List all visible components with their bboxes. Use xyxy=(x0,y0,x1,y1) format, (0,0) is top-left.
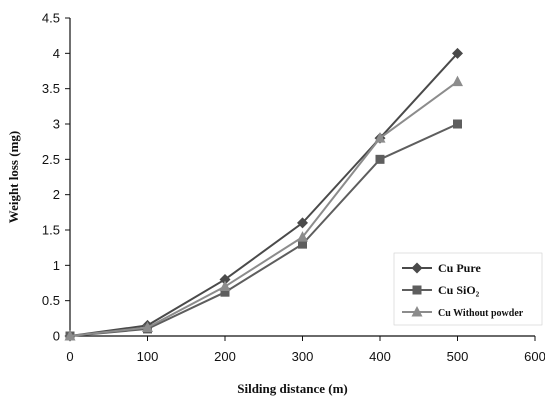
data-point xyxy=(374,132,386,143)
data-point xyxy=(64,330,76,341)
x-tick-label: 600 xyxy=(524,349,545,364)
y-tick-label: 1.5 xyxy=(42,223,60,238)
series-2 xyxy=(64,75,463,341)
data-point xyxy=(219,280,231,292)
data-point xyxy=(297,231,308,242)
data-point xyxy=(452,47,463,59)
x-tick-label: 200 xyxy=(214,349,236,364)
legend-label: Cu Without powder xyxy=(438,308,524,319)
data-point xyxy=(220,287,230,297)
x-axis-title: Silding distance (m) xyxy=(237,381,348,396)
legend-marker xyxy=(411,262,423,274)
x-tick-label: 0 xyxy=(66,349,73,364)
y-tick-label: 4 xyxy=(53,46,60,61)
data-point xyxy=(452,75,463,87)
legend: Cu Pure Cu SiO₂ Cu Without powder xyxy=(393,252,543,326)
x-axis-ticks: 0 100 200 300 400 500 600 xyxy=(66,336,545,364)
legend-marker xyxy=(412,285,422,295)
series-line xyxy=(69,123,458,337)
y-tick-label: 1 xyxy=(53,258,60,273)
series-line xyxy=(69,52,459,337)
legend-item: Cu SiO₂ xyxy=(402,283,480,297)
y-axis-ticks: 0 0.5 1 1.5 2 2.5 3 3.5 4 4.5 xyxy=(42,11,70,344)
legend-item: Cu Pure xyxy=(402,261,481,275)
data-point xyxy=(219,273,231,285)
legend-label: Cu SiO₂ xyxy=(438,283,480,297)
y-tick-label: 3.5 xyxy=(42,81,60,96)
legend-label: Cu Pure xyxy=(438,261,481,275)
y-tick-label: 0.5 xyxy=(42,293,60,308)
legend-item: Cu Without powder xyxy=(402,306,524,319)
y-tick-label: 0 xyxy=(53,329,60,344)
x-tick-label: 500 xyxy=(447,349,469,364)
data-point xyxy=(375,154,385,164)
data-point xyxy=(297,217,308,229)
x-tick-label: 400 xyxy=(369,349,391,364)
series-layer xyxy=(64,47,463,342)
x-tick-label: 300 xyxy=(292,349,314,364)
y-tick-label: 2 xyxy=(53,187,60,202)
y-tick-label: 2.5 xyxy=(42,152,60,167)
legend-marker xyxy=(411,306,423,317)
data-point xyxy=(298,239,307,249)
data-point xyxy=(142,321,153,333)
series-line xyxy=(69,80,459,337)
y-tick-label: 4.5 xyxy=(42,11,60,26)
y-tick-label: 3 xyxy=(53,117,60,132)
y-axis-title: Weight loss (mg) xyxy=(6,131,21,223)
data-point xyxy=(453,119,462,129)
x-tick-label: 100 xyxy=(137,349,159,364)
